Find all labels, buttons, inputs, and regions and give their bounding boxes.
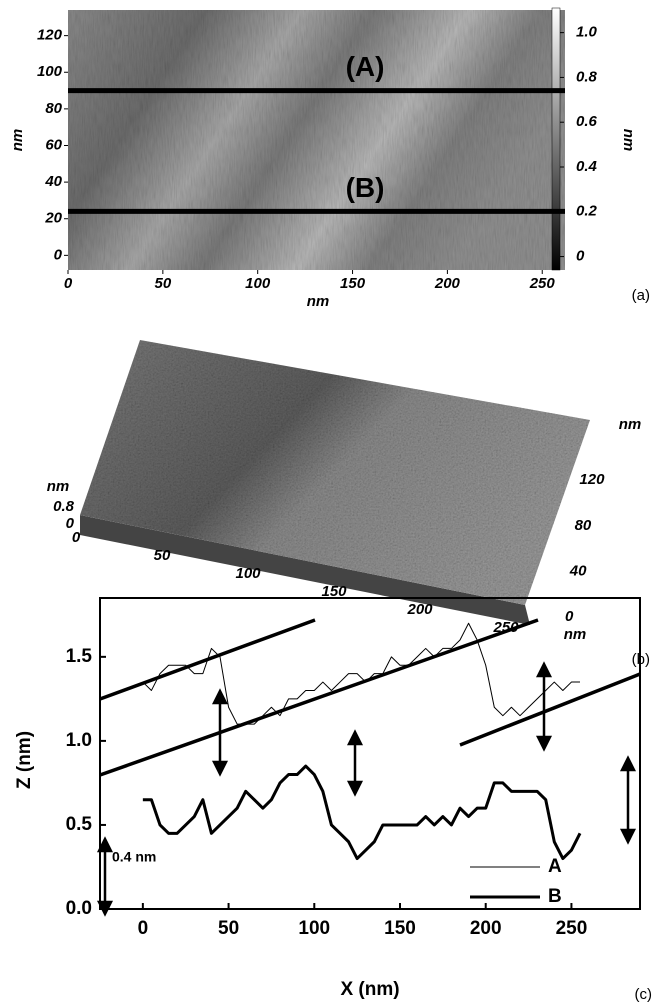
y-tick-label: 20 [44, 210, 62, 227]
legend-label: B [548, 886, 562, 907]
y-axis-label: Z (nm) [14, 731, 35, 789]
guide-line [459, 672, 641, 747]
colorbar-tick-label: 0.2 [576, 203, 598, 220]
y-tick-label: 0 [54, 246, 63, 263]
profile-label: (A) [346, 51, 385, 82]
z-axis-label: nm [47, 478, 70, 495]
y-tick-label: 1.0 [66, 730, 92, 751]
y-tick-label: 120 [37, 27, 63, 44]
legend-label: A [548, 856, 562, 877]
y-tick-label: 1.5 [66, 646, 93, 667]
x-tick-label: 150 [384, 918, 416, 939]
x-tick-label: 0 [72, 529, 81, 546]
colorbar-tick-label: 0.6 [576, 113, 598, 130]
x-tick-label: 150 [321, 583, 347, 600]
x-axis-label: nm [307, 293, 330, 310]
colorbar-label: nm [620, 129, 637, 152]
colorbar [551, 7, 561, 271]
colorbar-tick-label: 0.8 [576, 68, 598, 85]
x-tick-label: 50 [154, 547, 171, 564]
y-tick-label: 0.0 [66, 898, 92, 919]
x-tick-label: 0 [138, 918, 149, 939]
data-line [142, 622, 580, 725]
x-tick-label: 100 [245, 275, 271, 292]
x-axis-label: X (nm) [340, 979, 399, 1000]
colorbar-tick-label: 0 [576, 248, 585, 265]
x-tick-label: 250 [492, 619, 519, 636]
x-tick-label: 50 [155, 275, 172, 292]
y-tick-label: 0 [565, 608, 574, 625]
z-tick-label: 0.8 [53, 498, 75, 515]
y-tick-label: 80 [45, 100, 62, 117]
y-tick-label: 40 [44, 173, 62, 190]
y-tick-label: 100 [37, 63, 63, 80]
arrows [96, 661, 637, 917]
profile-label: (B) [346, 172, 385, 203]
x-tick-label: 250 [556, 918, 588, 939]
data-line [142, 764, 582, 861]
panel-label: (a) [632, 287, 650, 304]
scale-annotation: 0.4 nm [112, 849, 156, 865]
guides [99, 618, 641, 777]
panel-label: (c) [635, 986, 653, 1003]
guide-line [99, 618, 539, 777]
x-tick-label: 200 [470, 918, 502, 939]
y-tick-label: 60 [45, 136, 62, 153]
x-tick-label: 100 [235, 565, 261, 582]
afm-image [68, 10, 565, 270]
x-tick-label: 50 [218, 918, 239, 939]
colorbar-tick-label: 1.0 [576, 24, 598, 41]
y-tick-label: 120 [579, 471, 605, 488]
x-tick-label: 250 [529, 275, 556, 292]
x-tick-label: 200 [434, 275, 461, 292]
x-axis-label: nm [564, 626, 587, 643]
x-tick-label: 0 [64, 275, 73, 292]
colorbar-tick-label: 0.4 [576, 158, 598, 175]
x-tick-label: 100 [298, 918, 330, 939]
x-tick-label: 200 [406, 601, 433, 618]
plot-frame [99, 597, 641, 910]
y-axis-label: nm [619, 416, 642, 433]
y-axis-label: nm [9, 129, 26, 152]
y-tick-label: 0.5 [66, 814, 93, 835]
y-tick-label: 80 [575, 517, 592, 534]
z-tick-label: 0 [66, 515, 75, 532]
surface [80, 340, 590, 605]
y-tick-label: 40 [569, 562, 587, 579]
x-tick-label: 150 [340, 275, 366, 292]
